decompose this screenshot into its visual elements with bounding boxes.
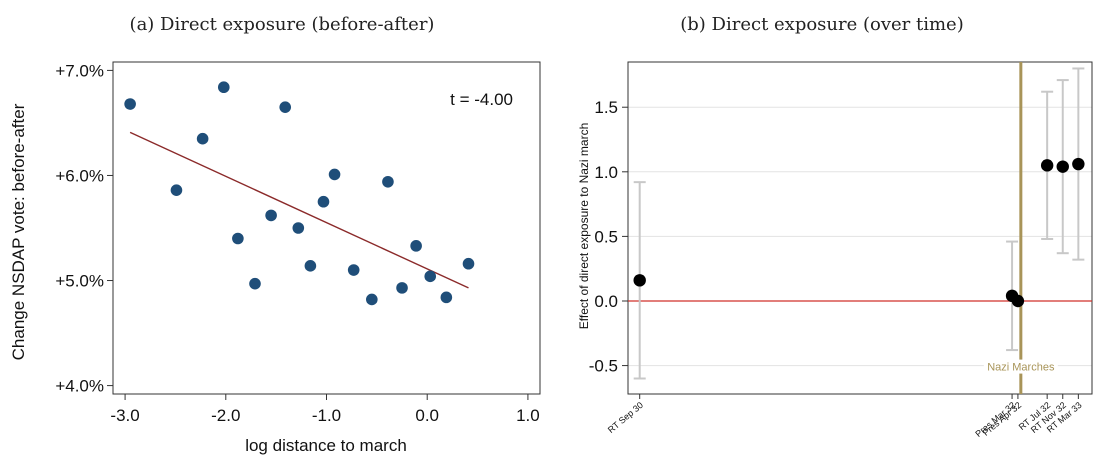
panel-a-point: [249, 277, 261, 290]
panel-a-y-tick-label: +7.0%: [55, 61, 104, 80]
panel-b-y-label: Effect of direct exposure to Nazi march: [577, 123, 591, 330]
panel-a-point: [328, 168, 341, 181]
panel-b-coefficient-plot: (b) Direct exposure (over time) -0.5 0.0 0…: [577, 14, 1093, 439]
panel-a-point: [462, 257, 475, 270]
panel-a-x-tick-label: -2.0: [211, 406, 240, 425]
panel-b-event-label-bg: [983, 359, 1058, 374]
panel-a-x-label: log distance to march: [245, 436, 407, 455]
panel-a-y-label: Change NSDAP vote: before-after: [9, 103, 28, 360]
panel-a-point: [124, 98, 136, 110]
panel-b-grid: [628, 106, 1092, 367]
panel-a-fit-line-group: [129, 131, 469, 289]
panel-a-point: [217, 81, 230, 94]
panel-a-annotation: t = -4.00: [450, 90, 513, 109]
panel-b-y-tick-label: 1.5: [594, 98, 618, 117]
panel-a-x-tick-label: -3.0: [110, 406, 139, 425]
panel-b-event-label: Nazi Marches: [987, 362, 1055, 374]
panel-a-y-tick-label: +6.0%: [55, 166, 104, 185]
panel-a-point: [292, 222, 305, 234]
panel-b-y-tick-label: 0.0: [594, 292, 618, 311]
panel-a-x-tick-label: 1.0: [516, 406, 540, 425]
panel-b-points: [633, 157, 1085, 308]
panel-a-point: [170, 184, 183, 196]
panel-a-point: [317, 195, 330, 208]
panel-a-x-axis: -3.0 -2.0 -1.0 0.0 1.0: [110, 394, 540, 425]
panel-a-points: [124, 81, 475, 306]
panel-a-point: [440, 291, 453, 304]
panel-a-point: [279, 101, 292, 113]
panel-a-title: (a) Direct exposure (before-after): [130, 14, 435, 35]
panel-a-point: [424, 270, 437, 283]
panel-b-y-tick-label: -0.5: [589, 357, 618, 376]
panel-b-point: [1056, 160, 1069, 173]
panel-b-point: [1040, 159, 1054, 172]
panel-a-point: [410, 240, 422, 252]
panel-a-y-tick-label: +5.0%: [55, 272, 104, 291]
panel-b-y-tick-label: 0.5: [594, 227, 618, 246]
panel-a-point: [196, 132, 209, 145]
panel-a-point: [382, 175, 394, 188]
panel-b-x-tick-label: RT Sep 30: [606, 400, 645, 435]
panel-b-point: [633, 274, 646, 287]
panel-a-scatter: (a) Direct exposure (before-after) +4.0%…: [9, 14, 541, 455]
panel-b-confidence-intervals: [633, 67, 1085, 380]
panel-b-point: [1011, 294, 1025, 308]
panel-a-y-tick-label: +4.0%: [55, 377, 104, 396]
panel-a-point: [396, 282, 408, 294]
panel-a-point: [304, 260, 317, 272]
panel-b-point: [1072, 157, 1085, 171]
panel-a-y-axis: +4.0% +5.0% +6.0% +7.0%: [55, 61, 113, 396]
panel-a-x-tick-label: 0.0: [415, 406, 439, 425]
panel-a-point: [232, 232, 244, 245]
panel-b-y-tick-label: 1.0: [594, 163, 618, 182]
panel-b-title: (b) Direct exposure (over time): [680, 14, 963, 35]
panel-a-point: [366, 293, 378, 306]
panel-b-y-axis: -0.5 0.0 0.5 1.0 1.5: [589, 98, 628, 376]
panel-a-x-tick-label: -1.0: [312, 406, 341, 425]
panel-a-fit-line: [129, 131, 469, 289]
panel-a-point: [347, 264, 360, 276]
panel-b-plot-frame: [627, 61, 1093, 395]
panel-b-event-line-group: Nazi Marches: [983, 62, 1058, 394]
panel-a-point: [265, 209, 277, 222]
panel-a-plot-frame: [112, 61, 541, 395]
